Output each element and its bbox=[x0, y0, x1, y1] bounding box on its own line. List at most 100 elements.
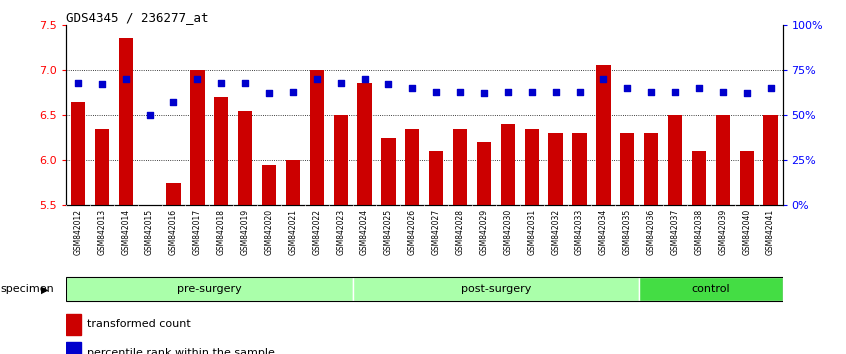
Point bbox=[430, 89, 443, 95]
Text: GSM842033: GSM842033 bbox=[575, 209, 584, 255]
Point bbox=[95, 81, 108, 87]
Text: GSM842031: GSM842031 bbox=[527, 209, 536, 255]
Text: GSM842023: GSM842023 bbox=[336, 209, 345, 255]
Point bbox=[262, 91, 276, 96]
Point bbox=[286, 89, 299, 95]
Text: percentile rank within the sample: percentile rank within the sample bbox=[87, 348, 275, 354]
Text: GSM842017: GSM842017 bbox=[193, 209, 202, 255]
Text: GSM842024: GSM842024 bbox=[360, 209, 369, 255]
Text: GSM842036: GSM842036 bbox=[646, 209, 656, 255]
Text: GSM842016: GSM842016 bbox=[169, 209, 178, 255]
Point bbox=[453, 89, 467, 95]
Text: GSM842040: GSM842040 bbox=[742, 209, 751, 255]
Text: GSM842029: GSM842029 bbox=[480, 209, 488, 255]
Point bbox=[645, 89, 658, 95]
Bar bbox=[405, 129, 420, 205]
Bar bbox=[763, 115, 777, 205]
Text: GSM842020: GSM842020 bbox=[265, 209, 273, 255]
Point bbox=[382, 81, 395, 87]
Text: GSM842035: GSM842035 bbox=[623, 209, 632, 255]
Text: GSM842038: GSM842038 bbox=[695, 209, 704, 255]
Bar bbox=[167, 183, 181, 205]
Bar bbox=[118, 38, 133, 205]
Bar bbox=[692, 151, 706, 205]
Point bbox=[620, 85, 634, 91]
Point bbox=[525, 89, 539, 95]
Point bbox=[143, 112, 157, 118]
Bar bbox=[286, 160, 300, 205]
Text: GSM842019: GSM842019 bbox=[240, 209, 250, 255]
Point bbox=[716, 89, 729, 95]
Text: GSM842027: GSM842027 bbox=[431, 209, 441, 255]
Point bbox=[477, 91, 491, 96]
Bar bbox=[238, 110, 252, 205]
Point bbox=[215, 80, 228, 85]
Text: transformed count: transformed count bbox=[87, 319, 191, 330]
Text: GSM842021: GSM842021 bbox=[288, 209, 298, 255]
Bar bbox=[525, 129, 539, 205]
Point bbox=[740, 91, 754, 96]
Bar bbox=[382, 138, 396, 205]
Text: post-surgery: post-surgery bbox=[461, 284, 531, 295]
Bar bbox=[573, 133, 586, 205]
Point bbox=[358, 76, 371, 82]
Bar bbox=[353, 278, 640, 301]
Text: GSM842025: GSM842025 bbox=[384, 209, 393, 255]
Text: GSM842039: GSM842039 bbox=[718, 209, 728, 255]
Bar bbox=[739, 151, 754, 205]
Text: GSM842041: GSM842041 bbox=[766, 209, 775, 255]
Bar bbox=[477, 142, 492, 205]
Text: GSM842013: GSM842013 bbox=[97, 209, 107, 255]
Point bbox=[334, 80, 348, 85]
Point bbox=[190, 76, 204, 82]
Bar bbox=[95, 129, 109, 205]
Bar bbox=[596, 65, 611, 205]
Bar bbox=[66, 342, 81, 354]
Bar bbox=[262, 165, 276, 205]
Point bbox=[668, 89, 682, 95]
Point bbox=[71, 80, 85, 85]
Bar bbox=[357, 84, 371, 205]
Bar bbox=[716, 115, 730, 205]
Bar bbox=[333, 115, 348, 205]
Point bbox=[501, 89, 514, 95]
Text: GSM842034: GSM842034 bbox=[599, 209, 608, 255]
Bar bbox=[640, 278, 783, 301]
Point bbox=[405, 85, 419, 91]
Bar bbox=[190, 70, 205, 205]
Point bbox=[239, 80, 252, 85]
Text: GDS4345 / 236277_at: GDS4345 / 236277_at bbox=[66, 11, 208, 24]
Point bbox=[310, 76, 323, 82]
Bar bbox=[501, 124, 515, 205]
Text: GSM842030: GSM842030 bbox=[503, 209, 513, 255]
Text: ▶: ▶ bbox=[41, 284, 48, 295]
Text: specimen: specimen bbox=[0, 284, 54, 295]
Point bbox=[573, 89, 586, 95]
Text: GSM842014: GSM842014 bbox=[121, 209, 130, 255]
Point bbox=[167, 99, 180, 105]
Text: GSM842028: GSM842028 bbox=[456, 209, 464, 255]
Text: GSM842012: GSM842012 bbox=[74, 209, 82, 255]
Bar bbox=[214, 97, 228, 205]
Bar bbox=[620, 133, 634, 205]
Point bbox=[764, 85, 777, 91]
Bar bbox=[71, 102, 85, 205]
Point bbox=[692, 85, 706, 91]
Text: GSM842022: GSM842022 bbox=[312, 209, 321, 255]
Bar bbox=[453, 129, 467, 205]
Text: pre-surgery: pre-surgery bbox=[177, 284, 242, 295]
Bar bbox=[667, 115, 682, 205]
Bar bbox=[66, 314, 81, 335]
Text: GSM842015: GSM842015 bbox=[145, 209, 154, 255]
Bar bbox=[66, 278, 353, 301]
Bar bbox=[429, 151, 443, 205]
Point bbox=[596, 76, 610, 82]
Point bbox=[119, 76, 133, 82]
Text: GSM842037: GSM842037 bbox=[671, 209, 679, 255]
Text: GSM842026: GSM842026 bbox=[408, 209, 417, 255]
Point bbox=[549, 89, 563, 95]
Bar bbox=[310, 70, 324, 205]
Text: control: control bbox=[691, 284, 730, 295]
Bar bbox=[644, 133, 658, 205]
Text: GSM842032: GSM842032 bbox=[551, 209, 560, 255]
